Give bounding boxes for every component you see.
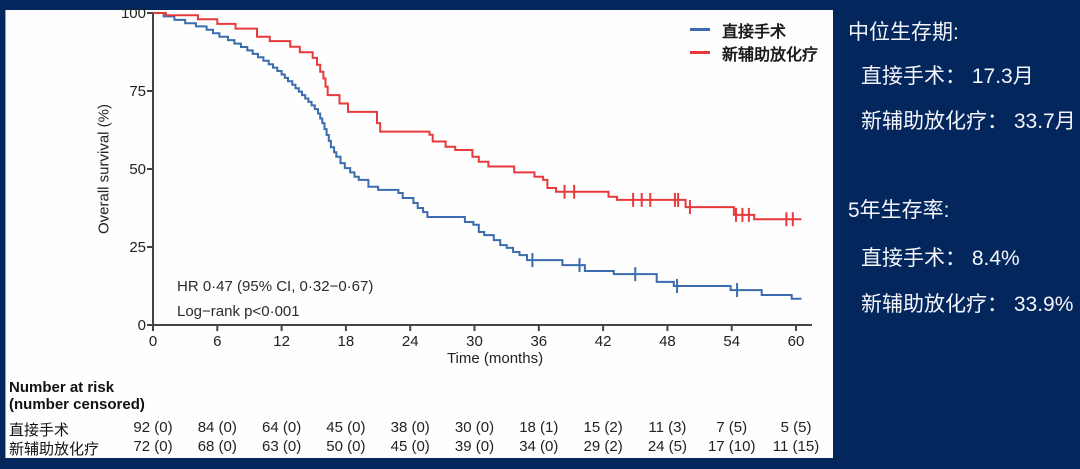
risk-value: 17 (10): [707, 438, 756, 455]
risk-value: 11 (3): [648, 419, 687, 436]
hr-annotation: HR 0·47 (95% CI, 0·32−0·67): [177, 278, 374, 295]
x-tick-label: 42: [594, 333, 612, 350]
risk-row-label-crt: 新辅助放化疗: [9, 441, 100, 458]
risk-table-subtitle: (number censored): [9, 396, 145, 413]
chart-panel: [5, 10, 833, 458]
x-tick-label: 18: [337, 333, 355, 350]
y-tick-label: 25: [129, 239, 146, 256]
risk-value: 39 (0): [454, 438, 495, 455]
legend: 直接手术 新辅助放化疗: [690, 18, 818, 64]
median-surgery-value: 直接手术： 17.3月: [861, 65, 1034, 88]
y-tick-label: 0: [137, 317, 146, 334]
legend-item-surgery: 直接手术: [690, 18, 818, 41]
risk-value: 45 (0): [390, 438, 430, 455]
x-tick-label: 54: [723, 333, 741, 350]
median-crt-value: 新辅助放化疗： 33.7月: [861, 110, 1076, 133]
legend-label-crt: 新辅助放化疗: [722, 46, 819, 64]
y-tick-label: 75: [129, 83, 146, 100]
x-tick-label: 60: [787, 333, 805, 350]
risk-value: 5 (5): [780, 419, 812, 436]
surgery-line-swatch: [690, 28, 710, 31]
risk-value: 34 (0): [519, 438, 559, 455]
x-tick-label: 30: [466, 333, 483, 350]
risk-value: 38 (0): [390, 419, 430, 436]
y-tick-label: 50: [129, 161, 146, 178]
risk-value: 84 (0): [197, 419, 237, 436]
fiveyear-rate-heading: 5年生存率:: [848, 199, 950, 222]
risk-value: 63 (0): [262, 438, 302, 455]
risk-value: 18 (1): [519, 419, 559, 436]
risk-value: 72 (0): [133, 438, 173, 455]
risk-value: 7 (5): [716, 419, 748, 436]
risk-table-title: Number at risk: [9, 379, 115, 396]
risk-value: 11 (15): [772, 438, 820, 455]
crt-line-swatch: [690, 51, 710, 54]
x-tick-label: 12: [273, 333, 290, 350]
legend-label-surgery: 直接手术: [722, 23, 787, 41]
risk-value: 64 (0): [262, 419, 302, 436]
x-tick-label: 0: [148, 333, 158, 350]
median-survival-heading: 中位生存期:: [848, 21, 959, 44]
x-tick-label: 6: [213, 333, 222, 350]
risk-value: 30 (0): [454, 419, 495, 436]
logrank-annotation: Log−rank p<0·001: [177, 303, 300, 320]
risk-value: 29 (2): [583, 438, 623, 455]
x-tick-label: 48: [659, 333, 676, 350]
y-tick-label: 100: [120, 5, 146, 22]
x-tick-label: 24: [401, 333, 419, 350]
x-axis-title: Time (months): [446, 350, 544, 367]
risk-value: 45 (0): [326, 419, 366, 436]
y-axis-title: Overall survival (%): [95, 103, 113, 235]
fiveyear-crt-value: 新辅助放化疗： 33.9%: [861, 293, 1074, 316]
x-tick-label: 36: [530, 333, 548, 350]
risk-value: 50 (0): [326, 438, 366, 455]
legend-item-crt: 新辅助放化疗: [690, 41, 818, 64]
risk-value: 15 (2): [583, 419, 623, 436]
risk-value: 92 (0): [133, 419, 173, 436]
risk-value: 68 (0): [197, 438, 237, 455]
risk-value: 24 (5): [647, 438, 687, 455]
fiveyear-surgery-value: 直接手术： 8.4%: [861, 247, 1020, 270]
risk-row-label-surgery: 直接手术: [9, 422, 70, 439]
